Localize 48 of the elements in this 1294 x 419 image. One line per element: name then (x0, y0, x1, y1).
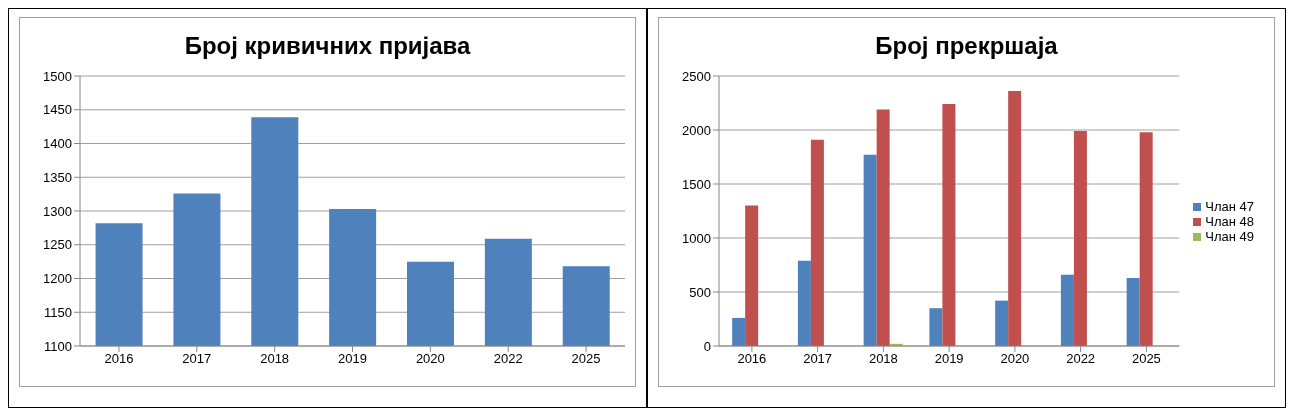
x-tick-label: 2016 (737, 351, 767, 367)
y-tick-label: 1400 (43, 136, 72, 152)
x-tick-label: 2022 (493, 351, 523, 367)
bar (1008, 91, 1022, 346)
bar (863, 154, 877, 346)
legend-label: Члан 47 (1205, 198, 1254, 214)
x-tick-label: 2020 (415, 351, 445, 367)
legend-label: Члан 49 (1205, 228, 1254, 244)
x-tick-label: 2017 (803, 351, 833, 367)
bar (732, 317, 746, 346)
y-tick-label: 1150 (44, 304, 72, 320)
y-tick-label: 1000 (682, 230, 711, 246)
bar (1073, 131, 1087, 346)
bar (745, 205, 759, 346)
y-tick-label: 1250 (43, 237, 72, 253)
y-tick-label: 1500 (43, 68, 72, 84)
bar (810, 139, 824, 346)
bar (1060, 274, 1074, 346)
bar (929, 308, 943, 346)
x-tick-label: 2018 (868, 351, 898, 367)
bar (797, 260, 811, 346)
y-tick-label: 2500 (682, 68, 711, 84)
y-tick-label: 1300 (43, 203, 72, 219)
x-tick-label: 2020 (1000, 351, 1030, 367)
y-tick-label: 1100 (44, 338, 72, 354)
y-tick-label: 500 (689, 284, 711, 300)
y-tick-label: 1450 (43, 102, 72, 118)
bar (942, 104, 956, 346)
x-tick-label: 2018 (260, 351, 290, 367)
y-tick-label: 2000 (682, 122, 711, 138)
y-tick-label: 1500 (682, 176, 711, 192)
y-tick-label: 1350 (43, 169, 72, 185)
legend-label: Члан 48 (1205, 213, 1254, 229)
x-tick-label: 2016 (104, 351, 134, 367)
x-tick-label: 2019 (934, 351, 964, 367)
y-tick-label: 1200 (43, 271, 72, 287)
chart-title: Број прекршаја (874, 32, 1059, 61)
x-tick-label: 2017 (182, 351, 212, 367)
y-tick-label: 0 (703, 338, 711, 354)
x-tick-label: 2019 (338, 351, 367, 367)
x-tick-label: 2022 (1066, 351, 1096, 367)
bar (876, 109, 890, 346)
x-tick-label: 2025 (571, 351, 601, 367)
bar (1139, 132, 1153, 346)
bar (995, 300, 1009, 346)
x-tick-label: 2025 (1131, 351, 1161, 367)
bar (1126, 277, 1140, 346)
chart-title: Број кривичних пријава (183, 32, 472, 61)
